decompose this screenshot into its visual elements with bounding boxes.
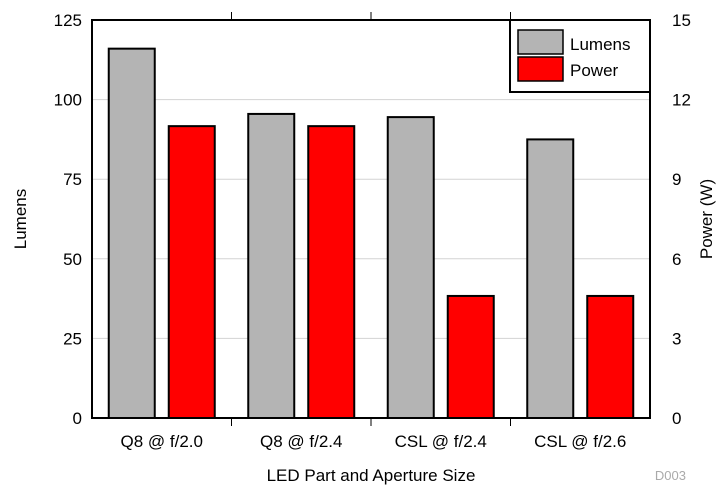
y2-tick-label: 15	[672, 11, 691, 30]
y-tick-label: 50	[63, 250, 82, 269]
legend: Lumens Power	[509, 19, 651, 93]
y-tick-label: 0	[73, 409, 82, 428]
bar-power	[586, 294, 635, 419]
legend-label-power: Power	[570, 61, 619, 80]
y2-axis-title: Power (W)	[697, 179, 716, 259]
x-tick-label: CSL @ f/2.6	[534, 432, 626, 451]
y-tick-label: 125	[54, 11, 82, 30]
legend-swatch-lumens	[517, 29, 564, 55]
y-tick-label: 25	[63, 329, 82, 348]
y2-tick-label: 6	[672, 250, 681, 269]
x-axis-title: LED Part and Aperture Size	[267, 466, 476, 485]
figure-id: D003	[655, 468, 686, 483]
y2-tick-label: 12	[672, 91, 691, 110]
x-tick-label: Q8 @ f/2.4	[260, 432, 342, 451]
bar-lumens	[386, 116, 435, 419]
axis-ticks	[231, 12, 511, 426]
y-tick-label: 100	[54, 91, 82, 110]
bar-lumens	[107, 47, 156, 419]
bar-lumens	[526, 138, 575, 419]
legend-label-lumens: Lumens	[570, 35, 630, 54]
bar-power	[167, 125, 216, 419]
x-tick-label: CSL @ f/2.4	[395, 432, 487, 451]
y2-tick-label: 0	[672, 409, 681, 428]
y-axis-title: Lumens	[11, 189, 30, 249]
bar-lumens	[247, 112, 296, 419]
y-tick-label: 75	[63, 170, 82, 189]
legend-swatch-power	[517, 56, 564, 82]
bars	[107, 47, 635, 419]
y2-tick-label: 3	[672, 329, 681, 348]
bar-power	[307, 125, 356, 419]
y2-tick-label: 9	[672, 170, 681, 189]
bar-power	[446, 294, 495, 419]
tick-labels: 0 25 50 75 100 125 0 3 6 9 12 15 Q8 @ f/2.0 Q8 @ f/2.…	[54, 11, 691, 451]
x-tick-label: Q8 @ f/2.0	[121, 432, 203, 451]
